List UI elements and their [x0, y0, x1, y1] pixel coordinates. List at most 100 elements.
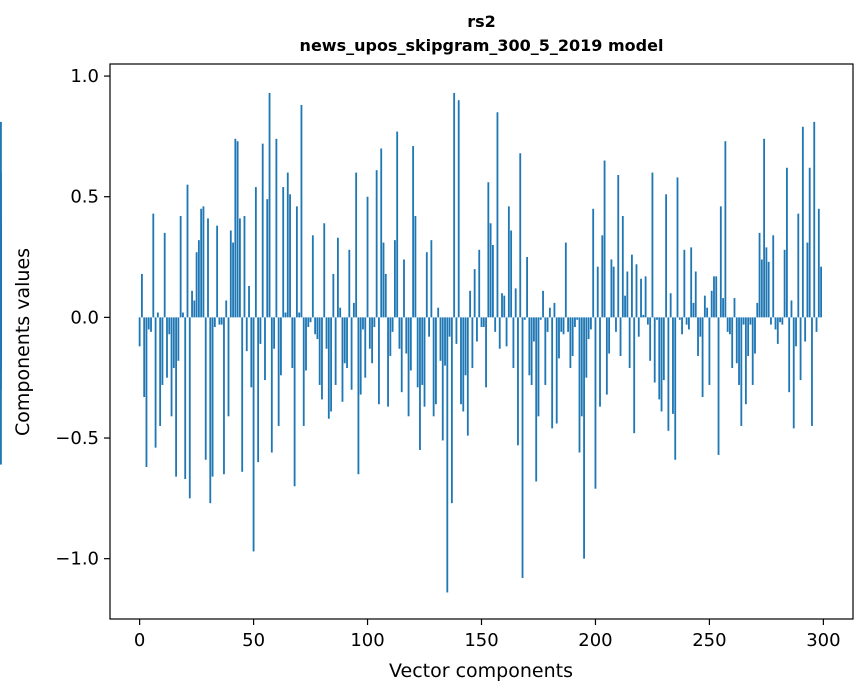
bar — [690, 247, 693, 318]
bar — [635, 264, 638, 318]
bar — [642, 314, 645, 318]
bar — [428, 317, 430, 337]
bar — [763, 138, 766, 318]
bar — [494, 317, 497, 332]
bar — [275, 138, 278, 318]
bar — [330, 317, 332, 412]
bar — [166, 317, 168, 378]
bar — [334, 317, 337, 385]
bar — [186, 184, 189, 318]
bar — [478, 249, 481, 318]
bar — [517, 317, 519, 446]
bar — [448, 317, 451, 337]
bar — [156, 312, 159, 318]
bar — [325, 317, 328, 349]
bar — [382, 242, 385, 318]
bar — [337, 237, 339, 318]
bar — [783, 249, 786, 318]
bar — [407, 317, 410, 417]
bar — [384, 273, 387, 318]
bar — [191, 290, 193, 318]
bar — [760, 259, 763, 318]
x-tick-label: 250 — [692, 630, 726, 651]
y-ticks: 1.0 0.5 0.0 −0.5 −1.0 — [55, 66, 110, 570]
bar — [587, 317, 590, 340]
bar — [797, 213, 800, 318]
bar — [273, 317, 276, 349]
bar — [548, 307, 551, 318]
bar — [738, 317, 740, 385]
bar — [724, 141, 727, 318]
bar — [521, 317, 524, 578]
bar — [601, 235, 604, 318]
bar — [756, 302, 759, 318]
bar — [578, 317, 581, 453]
bar — [649, 317, 652, 361]
bar — [464, 317, 467, 376]
bar — [487, 182, 490, 318]
bar — [409, 317, 412, 371]
bar — [143, 317, 146, 397]
bar — [740, 317, 743, 426]
bar — [580, 317, 583, 417]
bar — [284, 312, 287, 318]
bar — [507, 206, 510, 318]
bar — [662, 317, 665, 381]
bar — [608, 317, 611, 354]
bar — [343, 317, 346, 364]
bar — [403, 259, 405, 318]
bar — [678, 317, 681, 320]
bar — [193, 300, 196, 318]
bar — [626, 271, 629, 318]
bar — [795, 317, 797, 347]
bar — [446, 317, 449, 593]
bar — [339, 307, 342, 318]
bar — [733, 298, 736, 318]
bar — [268, 92, 271, 318]
x-tick-label: 100 — [350, 630, 384, 651]
bar — [594, 317, 597, 489]
bar — [213, 317, 216, 328]
bar — [605, 317, 608, 395]
bar — [161, 317, 164, 385]
bar — [592, 208, 595, 318]
bar — [341, 317, 344, 402]
bar — [314, 317, 317, 335]
bar — [352, 302, 355, 318]
bar — [243, 216, 246, 318]
bars — [0, 92, 822, 593]
bar — [378, 317, 380, 405]
bar — [558, 317, 560, 359]
bar — [309, 317, 312, 323]
bar — [179, 216, 182, 318]
x-tick-label: 0 — [134, 630, 145, 651]
bar — [708, 317, 711, 385]
bar — [765, 247, 768, 318]
bar — [799, 317, 802, 381]
x-axis-label: Vector components — [389, 660, 573, 682]
bar — [207, 218, 209, 318]
bar — [808, 167, 811, 318]
bar — [510, 230, 513, 318]
bar — [362, 317, 364, 330]
bar — [619, 317, 622, 356]
bar — [615, 317, 617, 332]
bar — [804, 317, 807, 342]
bar — [462, 317, 465, 412]
bar — [553, 302, 556, 318]
bar — [439, 317, 442, 361]
bar — [651, 172, 654, 318]
bar — [815, 317, 818, 332]
bar — [562, 317, 565, 335]
bar — [496, 112, 499, 318]
bar — [621, 216, 624, 318]
bar — [519, 153, 522, 318]
bar — [163, 232, 166, 318]
bar — [533, 317, 535, 342]
bar — [295, 206, 298, 318]
bar — [277, 317, 280, 426]
y-tick-label: 1.0 — [70, 66, 99, 87]
bar — [252, 317, 255, 552]
y-tick-label: −0.5 — [55, 428, 99, 449]
